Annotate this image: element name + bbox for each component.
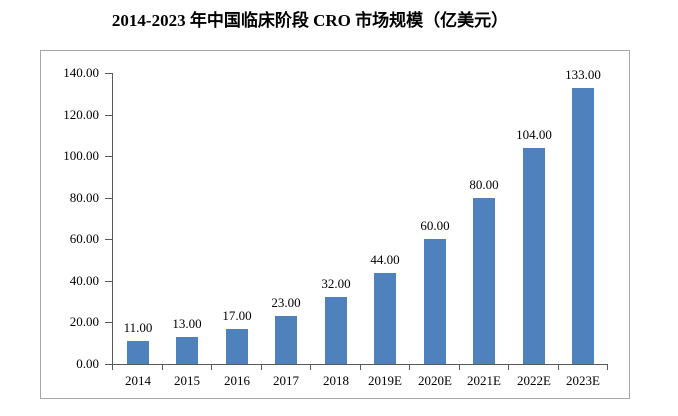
bar-value-label: 44.00 (370, 252, 400, 267)
x-axis-tick (112, 365, 113, 370)
y-tick-label: 60.00 (69, 231, 99, 246)
y-axis-tick (105, 364, 112, 365)
bar-value-label: 17.00 (222, 308, 252, 323)
bar (473, 198, 495, 364)
x-axis-tick (310, 365, 311, 370)
chart-frame: 0.00 20.00 40.00 60.00 80.00 100.00 120.00 140.… (40, 50, 630, 399)
x-axis-tick (459, 365, 460, 370)
bar (127, 341, 149, 364)
bar-value-label: 60.00 (420, 218, 450, 233)
y-axis-tick (105, 239, 112, 240)
y-axis-tick (105, 156, 112, 157)
y-tick-label: 0.00 (76, 356, 99, 371)
bar (572, 88, 594, 364)
x-tick-label: 2016 (224, 373, 250, 388)
bar-value-label: 11.00 (123, 320, 153, 335)
x-tick-label: 2019E (368, 373, 402, 388)
x-tick-label: 2021E (467, 373, 501, 388)
bar-value-label: 80.00 (469, 177, 499, 192)
y-tick-label: 40.00 (69, 273, 99, 288)
x-tick-label: 2015 (174, 373, 200, 388)
x-tick-label: 2018 (323, 373, 349, 388)
bar-value-label: 133.00 (565, 67, 601, 82)
x-axis-tick (211, 365, 212, 370)
plot-area: 0.00 20.00 40.00 60.00 80.00 100.00 120.00 140.… (41, 51, 629, 398)
x-tick-label: 2020E (418, 373, 452, 388)
y-tick-label: 120.00 (63, 107, 99, 122)
y-axis-tick (105, 73, 112, 74)
y-axis-tick (105, 198, 112, 199)
x-tick-label: 2023E (566, 373, 600, 388)
x-tick-label: 2017 (273, 373, 299, 388)
bar-value-label: 23.00 (271, 295, 301, 310)
bar (424, 239, 446, 364)
bar (275, 316, 297, 364)
y-axis-tick (105, 115, 112, 116)
bar-value-label: 104.00 (516, 127, 552, 142)
x-axis-tick (360, 365, 361, 370)
x-axis-tick (261, 365, 262, 370)
x-axis-tick (162, 365, 163, 370)
x-axis-tick (607, 365, 608, 370)
bar (325, 297, 347, 364)
y-axis-tick (105, 281, 112, 282)
chart-title: 2014-2023 年中国临床阶段 CRO 市场规模（亿美元） (111, 11, 509, 30)
bar (374, 273, 396, 364)
bar (176, 337, 198, 364)
y-tick-label: 140.00 (63, 65, 99, 80)
bar (523, 148, 545, 364)
x-axis-tick (409, 365, 410, 370)
y-tick-label: 20.00 (69, 314, 99, 329)
x-axis-tick (508, 365, 509, 370)
x-axis-tick (558, 365, 559, 370)
bar (226, 329, 248, 364)
x-axis-line (112, 364, 608, 365)
y-tick-label: 80.00 (69, 190, 99, 205)
bar-value-label: 32.00 (321, 276, 351, 291)
y-axis-tick (105, 322, 112, 323)
y-axis-line (112, 73, 113, 365)
y-tick-label: 100.00 (63, 148, 99, 163)
bar-value-label: 13.00 (172, 316, 202, 331)
x-tick-label: 2022E (517, 373, 551, 388)
x-tick-label: 2014 (125, 373, 151, 388)
